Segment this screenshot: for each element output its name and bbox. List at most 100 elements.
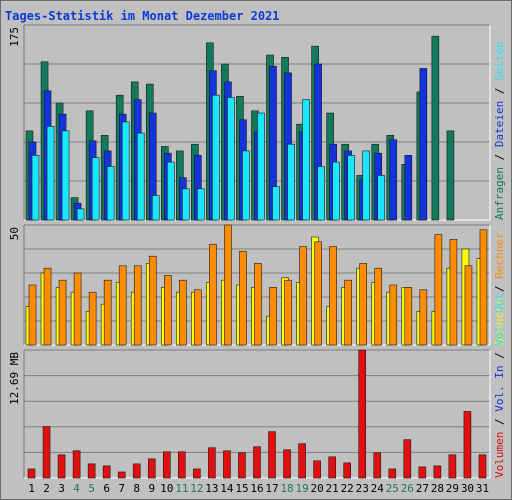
bar-rechner-day-29 — [449, 239, 458, 346]
bar-seiten-day-9 — [151, 195, 160, 221]
bar-seiten-day-18 — [287, 143, 295, 221]
legend-top-item-seiten: Seiten — [493, 41, 506, 81]
x-tick-label-day-22: 22 — [341, 482, 354, 495]
legend-bottom-item-volumen: Volumen — [493, 432, 506, 478]
panels: 175 50 12.69 MB — [8, 24, 491, 479]
panel-requests-y-max-label: 175 — [8, 27, 21, 47]
legend-bottom-separator: / — [493, 346, 506, 366]
bar-rechner-day-24 — [374, 267, 383, 346]
bar-rechner-day-19 — [299, 246, 307, 346]
bar-rechner-day-27 — [419, 289, 428, 346]
bar-rechner-day-25 — [389, 284, 398, 346]
right-legend: Anfragen / Dateien / Seiten Besuche / Rec… — [493, 41, 506, 478]
x-tick-label-day-21: 21 — [326, 482, 339, 495]
bar-volumen-day-3 — [57, 454, 66, 479]
bar-rechner-day-10 — [163, 275, 172, 346]
bar-volumen-day-24 — [373, 452, 382, 479]
x-tick-label-day-19: 19 — [295, 482, 308, 495]
bar-volumen-day-14 — [223, 450, 231, 479]
x-axis-labels: 1 2 3 4 5 6 7 8 9 10 11 12 13 14 15 16 17 18 19 20 21 22 23 24 2… — [28, 482, 489, 495]
bar-seiten-day-22 — [347, 155, 355, 221]
bar-seiten-day-10 — [166, 161, 175, 221]
legend-top-item-anfragen: Anfragen — [493, 167, 506, 220]
bar-volumen-day-26 — [403, 439, 412, 479]
x-tick-label-day-29: 29 — [446, 482, 459, 495]
bar-volumen-day-29 — [448, 454, 457, 479]
bar-seiten-day-13 — [212, 94, 220, 221]
x-tick-label-day-13: 13 — [205, 482, 218, 495]
legend-bottom: Volumen / Vol. In / Vol. Out — [493, 293, 506, 478]
x-tick-label-day-30: 30 — [461, 482, 474, 495]
legend-middle-separator: / — [493, 279, 506, 299]
bar-rechner-day-12 — [194, 289, 202, 346]
bar-rechner-day-20 — [314, 241, 322, 346]
bar-seiten-day-2 — [46, 126, 55, 221]
bar-volumen-day-13 — [208, 447, 216, 479]
bar-seiten-day-24 — [377, 175, 386, 221]
legend-middle-item-besuche: Besuche — [493, 299, 506, 345]
legend-bottom-separator: / — [493, 412, 506, 432]
bar-volumen-day-19 — [298, 443, 306, 479]
bar-volumen-day-11 — [178, 451, 186, 479]
bar-rechner-day-18 — [284, 279, 292, 346]
x-tick-label-day-26: 26 — [401, 482, 414, 495]
bar-rechner-day-13 — [209, 243, 217, 346]
x-tick-label-day-15: 15 — [235, 482, 248, 495]
bar-anfragen-day-28 — [431, 35, 440, 221]
bar-rechner-day-30 — [464, 265, 473, 346]
bar-seiten-day-19 — [302, 99, 310, 221]
bar-dateien-day-27 — [419, 68, 428, 221]
bar-seiten-day-11 — [182, 188, 190, 221]
bar-seiten-day-8 — [136, 132, 145, 221]
panel-visits-y-max-label: 50 — [8, 227, 21, 240]
legend-top-separator: / — [493, 147, 506, 167]
bar-seiten-day-7 — [121, 121, 130, 221]
legend-top-text: Anfragen / Dateien / Seiten — [493, 41, 506, 220]
x-tick-label-day-18: 18 — [280, 482, 293, 495]
bar-volumen-day-1 — [27, 468, 36, 479]
bar-volumen-day-25 — [388, 468, 397, 479]
bar-rechner-day-15 — [239, 251, 247, 346]
bar-volumen-day-5 — [87, 463, 96, 479]
bar-seiten-day-6 — [106, 166, 115, 221]
bar-rechner-day-9 — [148, 255, 157, 346]
bar-rechner-day-1 — [28, 284, 37, 346]
bar-volumen-day-7 — [117, 471, 126, 479]
bar-rechner-day-5 — [88, 291, 97, 346]
legend-top: Anfragen / Dateien / Seiten — [493, 41, 506, 220]
x-tick-label-day-16: 16 — [250, 482, 263, 495]
bar-rechner-day-21 — [329, 246, 337, 346]
bar-volumen-day-28 — [433, 465, 442, 479]
bar-anfragen-day-29 — [446, 130, 455, 221]
bar-seiten-day-3 — [61, 130, 70, 221]
bar-rechner-day-4 — [73, 272, 82, 346]
bar-seiten-day-17 — [272, 186, 280, 221]
bar-seiten-day-21 — [332, 161, 340, 221]
bar-seiten-day-16 — [257, 112, 265, 221]
x-tick-label-day-28: 28 — [431, 482, 444, 495]
bar-rechner-day-26 — [404, 287, 413, 346]
bar-rechner-day-28 — [434, 234, 443, 346]
bar-volumen-day-12 — [193, 468, 201, 479]
bar-rechner-day-22 — [344, 279, 352, 346]
bar-seiten-day-20 — [317, 166, 325, 221]
x-tick-label-day-9: 9 — [148, 482, 155, 495]
bar-seiten-day-4 — [76, 208, 85, 221]
bar-volumen-day-9 — [147, 458, 156, 479]
bar-rechner-day-8 — [133, 265, 142, 346]
bar-rechner-day-31 — [479, 229, 488, 346]
legend-bottom-item-vol-out: Vol. Out — [493, 293, 506, 346]
bar-volumen-day-6 — [102, 465, 111, 479]
chart-title: Tages-Statistik im Monat Dezember 2021 — [5, 9, 280, 23]
bar-rechner-day-14 — [224, 224, 232, 346]
x-tick-label-day-1: 1 — [28, 482, 35, 495]
x-tick-label-day-10: 10 — [160, 482, 173, 495]
bar-volumen-day-21 — [328, 456, 336, 479]
bar-seiten-day-12 — [197, 188, 205, 221]
x-tick-label-day-8: 8 — [133, 482, 140, 495]
bar-volumen-day-22 — [343, 462, 351, 479]
x-tick-label-day-14: 14 — [220, 482, 234, 495]
x-tick-label-day-3: 3 — [58, 482, 65, 495]
x-tick-label-day-6: 6 — [103, 482, 110, 495]
